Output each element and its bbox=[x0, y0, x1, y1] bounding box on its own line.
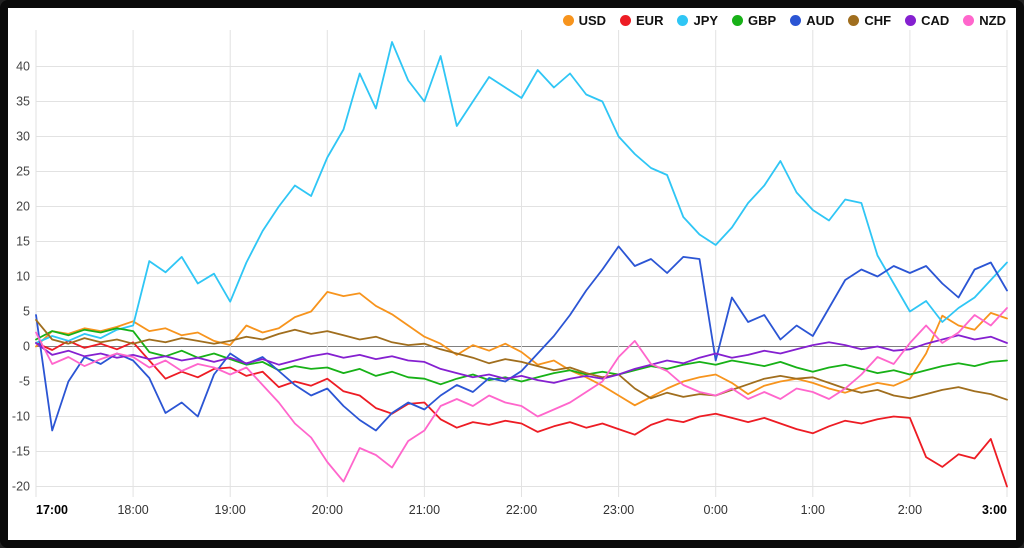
x-tick-label: 2:00 bbox=[898, 503, 922, 517]
legend-item-chf[interactable]: CHF bbox=[848, 13, 891, 28]
legend-item-gbp[interactable]: GBP bbox=[732, 13, 776, 28]
y-tick-label: 5 bbox=[23, 305, 30, 319]
series-line-usd bbox=[35, 290, 1008, 407]
legend-dot-jpy bbox=[677, 15, 689, 26]
legend-item-eur[interactable]: EUR bbox=[620, 13, 663, 28]
y-tick-label: 15 bbox=[16, 235, 30, 249]
legend-label: GBP bbox=[748, 13, 777, 28]
x-tick-label: 17:00 bbox=[36, 503, 68, 517]
legend-label: CHF bbox=[864, 13, 892, 28]
x-tick-label: 20:00 bbox=[312, 503, 343, 517]
x-tick-label: 1:00 bbox=[801, 503, 825, 517]
y-tick-label: 20 bbox=[16, 200, 30, 214]
legend-label: EUR bbox=[636, 13, 664, 28]
y-tick-label: 10 bbox=[16, 270, 30, 284]
x-tick-label: 18:00 bbox=[117, 503, 148, 517]
y-tick-label: -20 bbox=[12, 480, 30, 494]
legend-label: AUD bbox=[806, 13, 835, 28]
y-tick-label: -15 bbox=[12, 445, 30, 459]
legend-dot-cad bbox=[905, 15, 917, 26]
legend-item-usd[interactable]: USD bbox=[562, 13, 607, 28]
y-tick-label: 40 bbox=[16, 60, 30, 74]
legend-dot-aud bbox=[790, 15, 802, 26]
legend-label: USD bbox=[578, 13, 607, 28]
x-tick-label: 0:00 bbox=[704, 503, 728, 517]
series-line-eur bbox=[35, 339, 1008, 488]
legend-dot-chf bbox=[848, 15, 860, 26]
y-tick-label: -10 bbox=[12, 410, 30, 424]
series-line-aud bbox=[35, 245, 1008, 432]
legend-item-cad[interactable]: CAD bbox=[905, 13, 949, 28]
legend-dot-usd bbox=[562, 15, 574, 26]
chart-legend: USD EUR JPY GBP AUD CHF CAD NZD bbox=[562, 13, 1006, 28]
y-tick-label: 35 bbox=[16, 95, 30, 109]
x-tick-label: 22:00 bbox=[506, 503, 537, 517]
legend-label: CAD bbox=[921, 13, 950, 28]
series-line-jpy bbox=[35, 41, 1008, 344]
x-tick-label: 23:00 bbox=[603, 503, 634, 517]
legend-item-aud[interactable]: AUD bbox=[790, 13, 834, 28]
legend-label: JPY bbox=[693, 13, 719, 28]
x-tick-label: 21:00 bbox=[409, 503, 440, 517]
y-tick-label: 25 bbox=[16, 165, 30, 179]
x-tick-label: 19:00 bbox=[215, 503, 246, 517]
y-tick-label: -5 bbox=[19, 375, 30, 389]
legend-item-nzd[interactable]: NZD bbox=[963, 13, 1006, 28]
series-line-nzd bbox=[35, 307, 1008, 483]
legend-dot-nzd bbox=[963, 15, 975, 26]
legend-dot-eur bbox=[620, 15, 632, 26]
legend-label: NZD bbox=[979, 13, 1006, 28]
legend-item-jpy[interactable]: JPY bbox=[677, 13, 718, 28]
chart-svg: -20 -15 -10 -5 0 5 10 15 20 25 30 35 40 17:00 18:00 19:… bbox=[12, 30, 1008, 517]
legend-dot-gbp bbox=[732, 15, 744, 26]
x-tick-label: 3:00 bbox=[982, 503, 1007, 517]
y-tick-label: 0 bbox=[23, 340, 30, 354]
y-tick-label: 30 bbox=[16, 130, 30, 144]
series-line-cad bbox=[35, 334, 1008, 384]
